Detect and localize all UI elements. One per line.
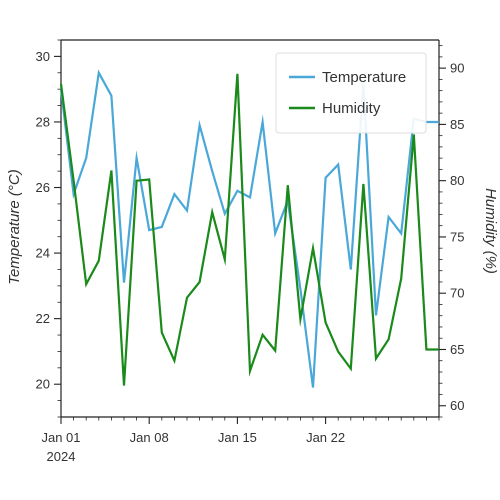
- y-left-tick-label: 30: [36, 49, 50, 64]
- legend-label-temperature: Temperature: [322, 69, 406, 86]
- axes: [54, 39, 446, 424]
- y-right-axis-title: Humidity (%): [482, 188, 499, 274]
- legend: Temperature Humidity: [275, 52, 427, 134]
- y-left-tick-label: 28: [36, 114, 50, 129]
- y-left-axis-title: Temperature (°C): [6, 169, 23, 284]
- y-left-tick-label: 22: [36, 311, 50, 326]
- x-tick-label: Jan 22: [306, 430, 345, 445]
- y-left-tick-label: 20: [36, 377, 50, 392]
- y-right-tick-label: 65: [450, 342, 464, 357]
- y-right-tick-label: 75: [450, 229, 464, 244]
- y-right-tick-label: 70: [450, 286, 464, 301]
- series-line-temperature: [59, 69, 439, 388]
- y-left-tick-label: 26: [36, 180, 50, 195]
- tick-labels: 20 22 24 26 28 30 60 65 70 75 80 85 90 Jan 01 2024 Jan …: [36, 49, 465, 464]
- series-lines: [59, 69, 439, 388]
- legend-box: [275, 52, 427, 134]
- y-right-tick-label: 90: [450, 61, 464, 76]
- y-right-tick-label: 60: [450, 398, 464, 413]
- y-right-tick-label: 85: [450, 117, 464, 132]
- x-tick-year-label: 2024: [47, 449, 76, 464]
- y-left-tick-label: 24: [36, 246, 50, 261]
- legend-label-humidity: Humidity: [322, 100, 381, 117]
- series-line-humidity: [59, 73, 439, 386]
- x-tick-label: Jan 15: [218, 430, 257, 445]
- y-right-tick-label: 80: [450, 173, 464, 188]
- x-tick-label: Jan 01: [41, 430, 80, 445]
- x-tick-label: Jan 08: [130, 430, 169, 445]
